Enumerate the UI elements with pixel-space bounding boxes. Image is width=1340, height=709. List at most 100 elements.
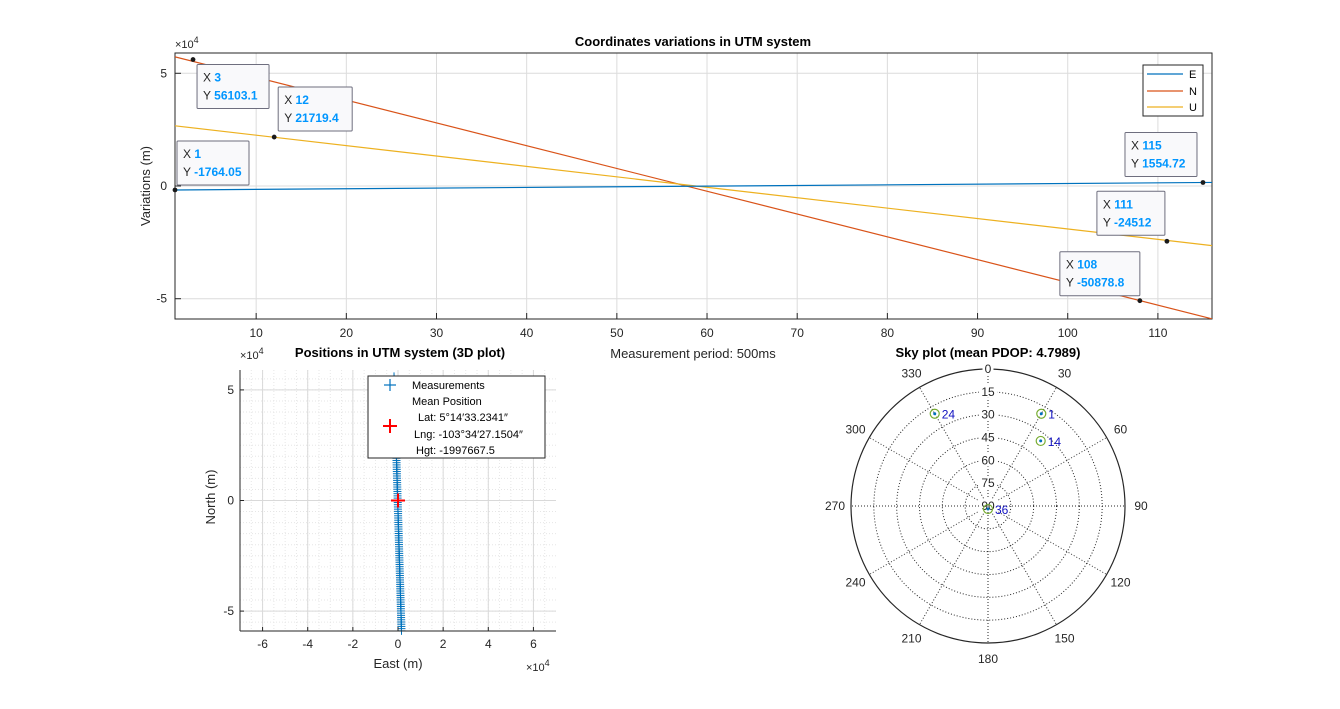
p3-elevation-label: 75 <box>981 476 995 490</box>
datatip-box <box>196 64 270 110</box>
p3-azimuth-label: 150 <box>1054 632 1074 646</box>
satellite-marker[interactable]: 36 <box>982 503 1009 517</box>
p1-x-tick-label: 70 <box>791 326 805 340</box>
p2-ylabel: North (m) <box>203 470 218 525</box>
datatip-y: Y -1764.05 <box>183 165 242 179</box>
p1-x-tick-label: 20 <box>340 326 354 340</box>
satellite-marker[interactable]: 1 <box>1036 408 1056 422</box>
p1-legend[interactable]: E N U <box>1142 64 1204 117</box>
p3-elev-label-bg <box>982 362 994 375</box>
datatip-box <box>1059 251 1141 297</box>
legend-lng-label: Lng: -103°34′27.1504″ <box>414 429 523 441</box>
p1-x-tick-label: 80 <box>881 326 895 340</box>
p2-y-exponent-base: ×10 <box>240 350 259 362</box>
p1-title: Coordinates variations in UTM system <box>575 34 811 49</box>
datatip-y: Y 1554.72 <box>1131 156 1186 170</box>
p3-elev-label-bg <box>979 453 997 467</box>
p2-x-exponent: ×104 <box>526 658 550 674</box>
satellite-marker[interactable]: 14 <box>1035 435 1061 449</box>
p1-x-tick-label: 10 <box>249 326 263 340</box>
p3-spoke <box>919 505 989 625</box>
p3-azimuth-label: 240 <box>845 576 865 590</box>
datatip[interactable]: X 12 Y 21719.4 <box>271 86 353 140</box>
datatip-x: X 108 <box>1066 258 1098 272</box>
p3-elev-label-bg <box>979 430 997 444</box>
p1-x-tick-label: 110 <box>1148 326 1167 340</box>
p2-y-exponent-power: 4 <box>259 346 264 356</box>
legend-label-u: U <box>1189 102 1197 114</box>
p2-x-tick-label: -2 <box>348 637 359 651</box>
p2-x-tick-label: 0 <box>395 637 402 651</box>
p1-x-tick-label: 60 <box>700 326 714 340</box>
p3-azimuth-label: 210 <box>901 632 921 646</box>
p2-y-tick-label: 5 <box>227 383 234 397</box>
p1-datatips: X 3Y 56103.1 X 12Y 21719.4X 1Y -1764.05X … <box>172 57 1206 304</box>
p1-x-tick-label: 40 <box>520 326 534 340</box>
p2-legend[interactable]: Measurements Mean Position Lat: 5°14′33.… <box>367 375 546 459</box>
datatip[interactable]: X 3 Y 56103.1 <box>190 57 270 110</box>
datatip-x: X 1 <box>183 147 201 161</box>
p3-azimuth-label: 90 <box>1134 499 1148 513</box>
p2-legend-box <box>367 375 546 459</box>
p3-azimuth-label: 60 <box>1114 423 1128 437</box>
p2-x-exponent-power: 4 <box>545 658 550 668</box>
p2-x-tick-label: 4 <box>485 637 492 651</box>
legend-label-e: E <box>1189 69 1196 81</box>
p3-ring <box>941 459 1035 553</box>
p3-spoke <box>869 437 989 507</box>
datatip-y: Y 21719.4 <box>284 111 339 125</box>
datatip-y: Y 56103.1 <box>203 89 258 103</box>
datatip[interactable]: X 115 Y 1554.72 <box>1124 131 1206 185</box>
p1-xlabel: Measurement period: 500ms <box>610 346 776 361</box>
p2-x-exponent-base: ×10 <box>526 662 545 674</box>
p3-ring <box>919 437 1057 575</box>
p3-azimuth-label: 180 <box>978 652 998 666</box>
datatip-box <box>176 140 250 186</box>
p3-spoke <box>987 437 1107 507</box>
p1-y-exponent-base: ×10 <box>175 39 194 51</box>
p1-x-tick-label: 50 <box>610 326 624 340</box>
p1-x-tick-label: 90 <box>971 326 985 340</box>
p2-x-tick-label: 2 <box>440 637 447 651</box>
p3-spoke <box>987 505 1057 625</box>
satellite-ring <box>1035 435 1046 447</box>
p2-x-tick-label: 6 <box>530 637 537 651</box>
p2-y-tick-label: -5 <box>223 604 234 618</box>
datatip-box <box>1124 131 1198 177</box>
legend-label-n: N <box>1189 86 1197 98</box>
datatip-point <box>271 134 277 140</box>
p3-elevation-label: 30 <box>981 408 995 422</box>
legend-mean-position-marker <box>383 419 397 433</box>
p3-labels: 0 15 30 45 60 75 90 30 60 90 120 150 180 210 240 270 300… <box>825 362 1148 666</box>
p1-y-exponent-power: 4 <box>194 35 199 45</box>
datatip-x: X 111 <box>1103 197 1133 211</box>
satellite-prn-label: 1 <box>1048 408 1055 422</box>
datatip[interactable]: X 111 Y -24512 <box>1096 190 1170 244</box>
datatip-x: X 3 <box>203 71 221 85</box>
p2-x-tick-label: -4 <box>302 637 313 651</box>
p1-ylabel: Variations (m) <box>138 146 153 226</box>
p3-elevation-label: 90 <box>981 499 995 513</box>
series-line-e <box>175 181 1212 191</box>
datatip-x: X 115 <box>1131 138 1162 152</box>
satellite-ring <box>929 408 940 419</box>
legend-lat-label: Lat: 5°14′33.2341″ <box>418 412 508 424</box>
p3-spoke <box>987 505 1107 575</box>
p1-x-tick-label: 30 <box>430 326 444 340</box>
p3-satellites: 1 14 24 36 <box>929 408 1061 517</box>
datatip-box <box>1096 190 1166 236</box>
datatip[interactable]: X 1 Y -1764.05 <box>172 140 250 193</box>
datatip-x: X 12 <box>284 93 309 107</box>
p2-y-exponent: ×104 <box>240 346 264 362</box>
datatip-y: Y -50878.8 <box>1066 276 1125 290</box>
p3-elevation-label: 60 <box>981 453 995 467</box>
satellite-prn-label: 36 <box>995 503 1009 517</box>
sky-plot: Sky plot (mean PDOP: 4.7989) 0 15 30 45 60 75… <box>825 345 1148 666</box>
p3-elev-label-bg <box>979 476 997 490</box>
p3-elev-label-bg <box>979 384 997 398</box>
legend-hgt-label: Hgt: -1997667.5 <box>416 445 495 457</box>
satellite-marker[interactable]: 24 <box>929 408 955 422</box>
datatip[interactable]: X 108 Y -50878.8 <box>1059 251 1143 304</box>
satellite-dot <box>933 412 937 416</box>
